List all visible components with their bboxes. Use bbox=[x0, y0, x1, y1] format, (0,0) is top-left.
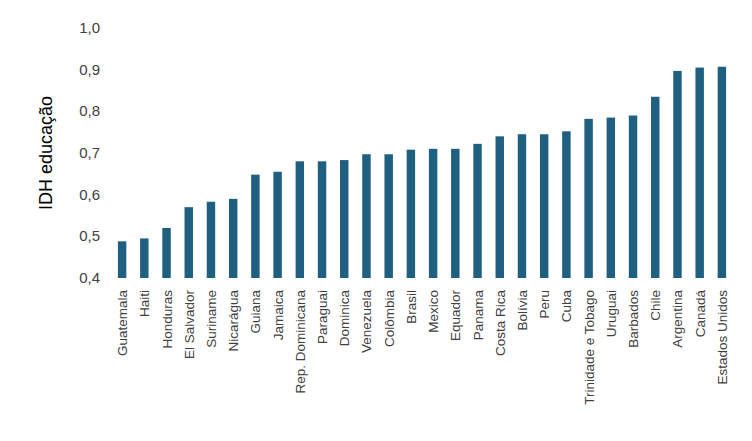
y-tick-label: 0,7 bbox=[79, 144, 100, 161]
y-tick-label: 0,9 bbox=[79, 61, 100, 78]
x-tick-label: Peru bbox=[537, 290, 552, 319]
bar bbox=[296, 161, 304, 278]
bar bbox=[451, 149, 459, 278]
bar bbox=[384, 154, 392, 278]
x-tick-label: Cuba bbox=[559, 290, 574, 323]
x-tick-label: Equador bbox=[448, 290, 463, 342]
x-tick-label: Guiana bbox=[248, 290, 263, 334]
x-tick-label: Colômbia bbox=[382, 290, 397, 348]
bar bbox=[407, 150, 415, 278]
y-tick-label: 0,6 bbox=[79, 186, 100, 203]
x-tick-label: Dominica bbox=[337, 290, 352, 347]
chart: 0,4 0,5 0,6 0,7 0,8 0,9 1,0 IDH educação Guatema… bbox=[0, 0, 752, 441]
y-tick-label: 1,0 bbox=[79, 19, 100, 36]
y-tick-label: 0,5 bbox=[79, 227, 100, 244]
bar bbox=[651, 97, 659, 278]
bar bbox=[695, 68, 703, 278]
bar bbox=[207, 202, 215, 278]
bar bbox=[318, 161, 326, 278]
x-tick-label: Trinidade e Tobago bbox=[582, 290, 597, 405]
x-tick-label: Uruguai bbox=[604, 290, 619, 337]
bar bbox=[496, 136, 504, 278]
bar bbox=[518, 134, 526, 278]
bar bbox=[607, 118, 615, 278]
bar bbox=[140, 238, 148, 278]
x-tick-label: Argentina bbox=[670, 290, 685, 348]
y-tick-label: 0,8 bbox=[79, 102, 100, 119]
bar bbox=[362, 154, 370, 278]
bar bbox=[340, 160, 348, 278]
x-tick-label: Honduras bbox=[160, 290, 175, 349]
bar bbox=[540, 134, 548, 278]
x-tick-label: Haiti bbox=[137, 290, 152, 317]
bar bbox=[429, 149, 437, 278]
x-tick-label: Estados Unidos bbox=[715, 290, 730, 385]
x-tick-label: Canadá bbox=[693, 290, 708, 338]
x-tick-label: Panama bbox=[471, 290, 486, 341]
x-tick-label: Jamaica bbox=[271, 290, 286, 341]
y-axis-title: IDH educação bbox=[36, 96, 56, 210]
bar bbox=[473, 144, 481, 278]
bar bbox=[562, 131, 570, 278]
x-tick-label: Nicarágua bbox=[226, 290, 241, 352]
x-tick-label: Barbados bbox=[626, 290, 641, 348]
x-tick-label: Suriname bbox=[204, 290, 219, 348]
bar bbox=[229, 199, 237, 278]
bar bbox=[673, 71, 681, 278]
bar bbox=[718, 67, 726, 278]
x-tick-label: Chile bbox=[648, 290, 663, 321]
bars bbox=[118, 67, 726, 278]
bar bbox=[251, 175, 259, 278]
bar bbox=[273, 172, 281, 278]
x-tick-label: El Salvador bbox=[182, 290, 197, 360]
x-tick-label: Bolívia bbox=[515, 290, 530, 331]
x-tick-label: Paraguai bbox=[315, 290, 330, 344]
x-tick-label: Venezuela bbox=[359, 290, 374, 354]
bar bbox=[185, 207, 193, 278]
x-tick-label: Guatemala bbox=[115, 290, 130, 357]
bar bbox=[118, 241, 126, 278]
y-tick-label: 0,4 bbox=[79, 269, 100, 286]
x-tick-label: Rep. Dominicana bbox=[293, 290, 308, 394]
x-tick-label: Mexico bbox=[426, 290, 441, 333]
bar bbox=[629, 116, 637, 279]
x-tick-label: Costa Rica bbox=[493, 290, 508, 357]
x-tick-label: Brasil bbox=[404, 290, 419, 324]
bar bbox=[584, 119, 592, 278]
bar bbox=[162, 228, 170, 278]
